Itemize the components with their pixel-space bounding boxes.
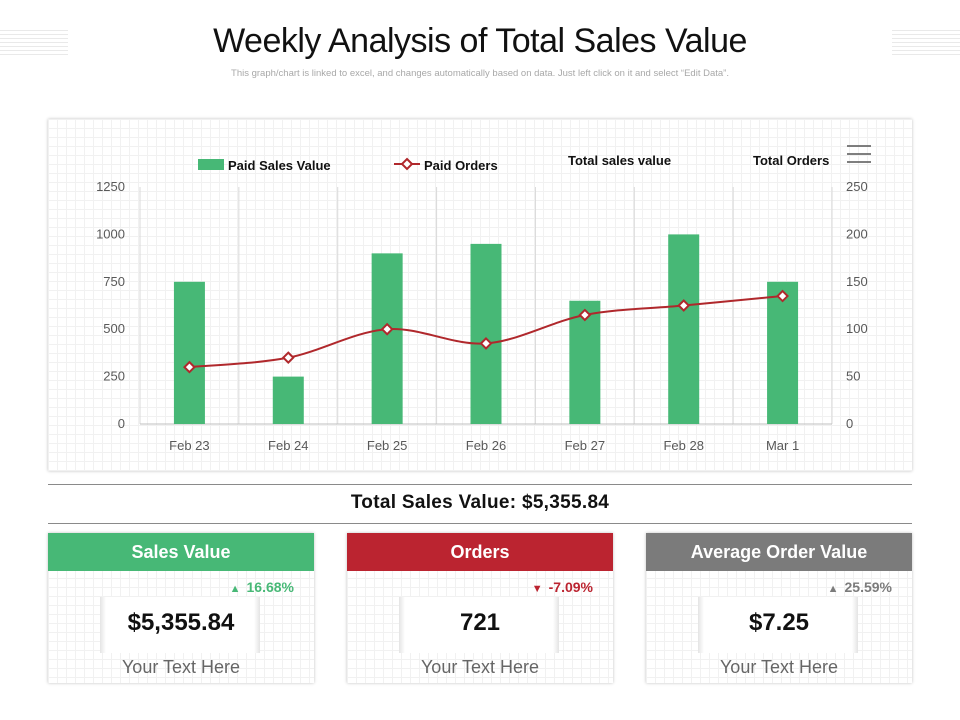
legend-marker-line [400,157,414,171]
y-left-tick-label: 250 [103,369,125,384]
y-right-tick-label: 150 [846,274,868,289]
kpi-change-value: -7.09% [548,579,593,595]
page-subtitle: This graph/chart is linked to excel, and… [231,68,729,79]
kpi-header: Orders [347,533,613,571]
triangle-up-icon: ▲ [827,583,839,595]
kpi-value-box [399,597,559,653]
kpi-value: $5,355.84 [127,609,235,636]
kpi-note: Your Text Here [420,657,540,677]
x-tick-label: Feb 26 [466,438,506,453]
kpi-change: ▲ 16.68% [230,579,294,595]
bar [371,253,403,424]
bar [470,243,502,424]
line-point [183,360,196,374]
bar [173,281,205,424]
y-right-tick-label: 250 [846,179,868,194]
divider-top [48,484,912,485]
decorative-stripes-left [0,30,68,58]
kpi-value-box [698,597,858,653]
kpi-value: 721 [459,609,501,636]
page-title: Weekly Analysis of Total Sales Value [213,22,747,60]
line-point [380,322,394,336]
x-tick-label: Feb 25 [367,438,407,453]
legend-swatch-bar [198,159,224,170]
line-point [578,308,592,322]
line-point [677,299,691,312]
kpi-value: $7.25 [748,609,810,636]
y-left-axis-title: Total sales value [568,153,671,168]
kpi-header: Sales Value [48,533,314,571]
triangle-up-icon: ▲ [229,583,241,595]
divider-bottom [48,523,912,524]
hamburger-menu-icon[interactable] [847,145,871,163]
kpi-note: Your Text Here [121,657,241,677]
line-point [281,351,295,365]
x-tick-label: Feb 28 [663,438,703,453]
kpi-value-box [100,597,260,653]
x-tick-label: Feb 27 [565,438,605,453]
y-right-tick-label: 200 [846,226,868,241]
kpi-change-value: 25.59% [844,579,892,595]
line-point [479,337,493,350]
y-left-tick-label: 1000 [96,226,125,241]
kpi-change-value: 16.68% [246,579,294,595]
kpi-header: Average Order Value [646,533,912,571]
y-left-tick-label: 1250 [96,179,125,194]
triangle-down-icon: ▼ [531,583,543,595]
x-tick-label: Feb 23 [169,438,209,453]
kpi-card-sales-value: Sales Value ▲ 16.68% $5,355.84 Your Text … [48,533,314,683]
y-left-tick-label: 500 [103,321,125,336]
decorative-stripes-right [892,30,960,58]
y-left-tick-label: 0 [118,416,125,431]
combo-chart: 0 250 500 750 1000 1250 0 50 100 150 200 250 Feb 23 F… [96,145,871,453]
kpi-card-average-order-value: Average Order Value ▲ 25.59% $7.25 Your T… [646,533,912,683]
chart-card: 0 250 500 750 1000 1250 0 50 100 150 200 250 Feb 23 F… [48,119,912,471]
y-right-tick-label: 0 [846,416,853,431]
y-right-tick-label: 50 [846,369,860,384]
bar [767,281,799,424]
line-point [776,289,789,303]
kpi-change: ▲ 25.59% [828,579,892,595]
total-sales-value-label: Total Sales Value: $5,355.84 [350,492,610,513]
x-tick-label: Feb 24 [268,438,308,453]
y-right-axis-title: Total Orders [753,153,829,168]
kpi-note: Your Text Here [719,657,839,677]
bar [668,234,700,424]
legend-label-bar: Paid Sales Value [228,158,331,173]
bar [272,376,304,424]
kpi-change: ▼ -7.09% [532,579,593,595]
y-right-tick-label: 100 [846,321,868,336]
y-left-tick-label: 750 [103,274,125,289]
kpi-card-orders: Orders ▼ -7.09% 721 Your Text Here [347,533,613,683]
legend-label-line: Paid Orders [424,158,498,173]
x-tick-label: Mar 1 [766,438,799,453]
